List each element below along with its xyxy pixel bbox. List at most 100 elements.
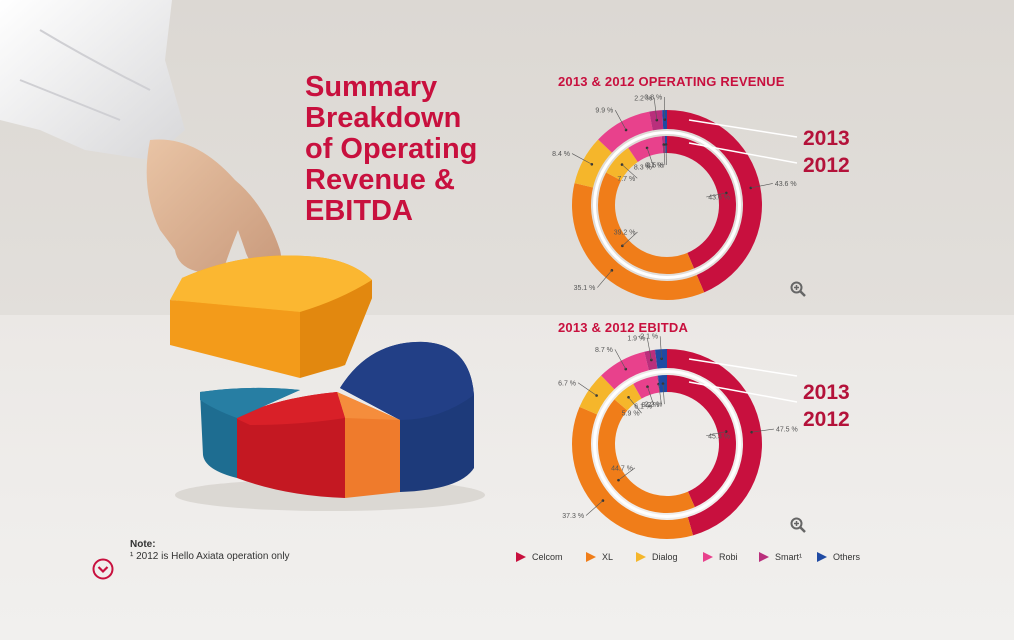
- legend-triangle-icon: [516, 552, 526, 562]
- label-leader-line: [628, 397, 642, 414]
- note-title: Note:: [130, 539, 156, 550]
- data-label: 37.3 %: [562, 513, 584, 520]
- ebitda-chart-title: 2013 & 2012 EBITDA: [558, 320, 689, 335]
- data-label: -2.2 %: [642, 402, 662, 409]
- legend-item-robi: Robi: [703, 550, 759, 564]
- data-label: 9.9 %: [595, 108, 613, 115]
- donut-segment-celcom: [667, 349, 763, 536]
- legend-label: Smart¹: [775, 552, 802, 562]
- data-label: 0.7 %: [645, 163, 663, 170]
- label-leader-line: [647, 386, 655, 407]
- label-leader-line: [614, 349, 627, 370]
- revenue-outer-year-label: 2013: [803, 127, 850, 150]
- data-label: -2.1 %: [638, 334, 658, 341]
- donut-segment-xl: [572, 183, 705, 300]
- legend-item-dialog: Dialog: [636, 550, 703, 564]
- label-leader-line: [750, 183, 773, 189]
- data-label: 7.7 %: [617, 176, 635, 183]
- data-label: 47.5 %: [776, 427, 798, 434]
- label-leader-line: [621, 164, 638, 179]
- data-label: 45.3 %: [708, 433, 730, 440]
- legend-item-celcom: Celcom: [516, 550, 586, 564]
- data-label: 0.5 %: [646, 163, 664, 170]
- chart-legend: Celcom XL Dialog Robi Smart¹ Others: [516, 550, 877, 564]
- legend-item-xl: XL: [586, 550, 636, 564]
- revenue-chart-title: 2013 & 2012 OPERATING REVENUE: [558, 74, 785, 89]
- legend-triangle-icon: [817, 552, 827, 562]
- legend-triangle-icon: [636, 552, 646, 562]
- data-label: 44.7 %: [611, 465, 633, 472]
- label-leader-line: [622, 231, 638, 247]
- donut-segment-celcom: [667, 375, 736, 508]
- zoom-icon[interactable]: [790, 517, 806, 533]
- label-leader-line: [646, 147, 655, 168]
- label-leader-line: [751, 428, 775, 433]
- ebitda-inner-year-label: 2012: [803, 408, 850, 431]
- donut-segment-xl: [597, 172, 695, 275]
- note-text: ¹ 2012 is Hello Axiata operation only: [130, 551, 290, 562]
- label-leader-line: [577, 382, 597, 396]
- label-leader-line: [706, 192, 727, 198]
- label-leader-line: [663, 144, 666, 166]
- legend-triangle-icon: [703, 552, 713, 562]
- data-label: 0.2 %: [642, 402, 660, 409]
- zoom-icon[interactable]: [790, 281, 806, 297]
- year-connector-line: [688, 381, 798, 403]
- data-label: 1.9 %: [627, 335, 645, 342]
- label-leader-line: [706, 431, 727, 437]
- donut-segment-celcom: [667, 110, 762, 293]
- data-label: 0.8 %: [644, 95, 662, 102]
- label-leader-line: [653, 97, 658, 121]
- background-table: [0, 315, 1014, 640]
- ring-separator: [593, 131, 741, 279]
- legend-item-others: Others: [817, 550, 877, 564]
- data-label: 8.7 %: [595, 347, 613, 354]
- year-connector-line: [688, 142, 798, 164]
- legend-label: XL: [602, 552, 614, 562]
- page-title: Summary Breakdown of Operating Revenue &…: [305, 71, 478, 227]
- data-label: 35.1 %: [574, 285, 596, 292]
- footnote: Note: ¹ 2012 is Hello Axiata operation o…: [130, 539, 290, 563]
- legend-label: Dialog: [652, 552, 678, 562]
- label-leader-line: [618, 467, 636, 481]
- legend-label: Others: [833, 552, 861, 562]
- donut-segment-xl: [598, 399, 695, 514]
- donut-segment-robi: [598, 111, 653, 153]
- label-leader-line: [571, 153, 592, 165]
- label-leader-line: [658, 384, 662, 405]
- label-leader-line: [662, 383, 665, 405]
- legend-label: Robi: [719, 552, 738, 562]
- data-label: 8.4 %: [552, 151, 570, 158]
- donut-segment-celcom: [667, 136, 737, 269]
- data-label: 6.1 %: [634, 404, 652, 411]
- legend-triangle-icon: [586, 552, 596, 562]
- revenue-inner-year-label: 2012: [803, 154, 850, 177]
- label-leader-line: [646, 337, 652, 360]
- ring-separator: [593, 370, 741, 518]
- year-connector-line: [688, 358, 798, 377]
- data-label: 43.6 %: [708, 195, 730, 202]
- label-leader-line: [659, 336, 662, 359]
- chevron-down-icon[interactable]: [92, 558, 114, 580]
- year-connector-line: [688, 119, 798, 138]
- donut-segment-robi: [601, 351, 649, 390]
- data-label: 6.7 %: [558, 380, 576, 387]
- legend-triangle-icon: [759, 552, 769, 562]
- label-leader-line: [597, 270, 613, 288]
- donut-segment-xl: [572, 406, 694, 539]
- label-leader-line: [663, 97, 666, 120]
- label-leader-line: [615, 110, 627, 131]
- data-label: 39.2 %: [614, 230, 636, 237]
- label-dot: [624, 367, 628, 371]
- data-label: 43.6 %: [775, 181, 797, 188]
- ebitda-outer-year-label: 2013: [803, 381, 850, 404]
- legend-label: Celcom: [532, 552, 563, 562]
- donut-segment-dialog: [574, 139, 612, 188]
- donut-segment-robi: [628, 136, 664, 162]
- data-label: 2.2 %: [634, 95, 652, 102]
- legend-item-smart: Smart¹: [759, 550, 817, 564]
- label-leader-line: [585, 500, 604, 516]
